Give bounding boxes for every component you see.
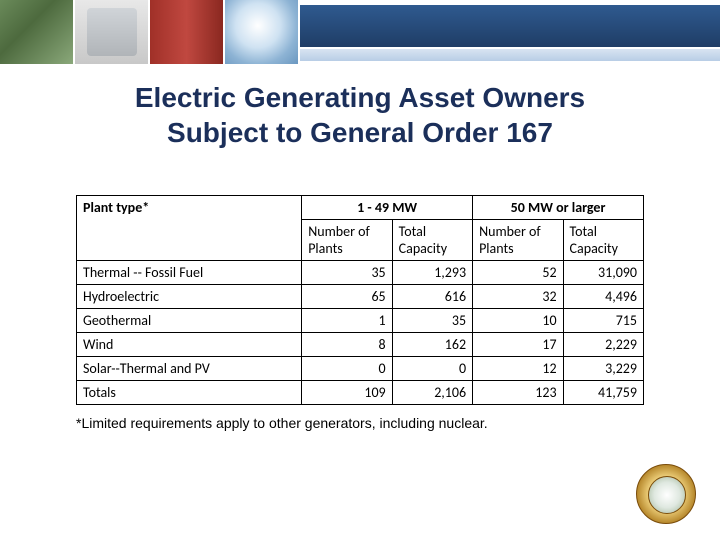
title-block: Electric Generating Asset Owners Subject…: [0, 80, 720, 150]
sub-num-plants-a: Number of Plants: [302, 220, 392, 261]
footnote-text: *Limited requirements apply to other gen…: [76, 415, 488, 431]
table-header-row-1: Plant type* 1 - 49 MW 50 MW or larger: [77, 196, 644, 220]
col-plant-type: Plant type*: [77, 196, 302, 261]
row-label: Thermal -- Fossil Fuel: [77, 261, 302, 285]
row-val: 52: [473, 261, 563, 285]
data-table: Plant type* 1 - 49 MW 50 MW or larger Nu…: [76, 195, 644, 405]
row-val: 0: [392, 357, 472, 381]
row-val: 123: [473, 381, 563, 405]
banner-photo-keypad-icon: [75, 0, 150, 64]
row-val: 1,293: [392, 261, 472, 285]
row-val: 35: [302, 261, 392, 285]
row-label: Hydroelectric: [77, 285, 302, 309]
table-row: Hydroelectric 65 616 32 4,496: [77, 285, 644, 309]
row-val: 8: [302, 333, 392, 357]
row-val: 0: [302, 357, 392, 381]
row-val: 4,496: [563, 285, 643, 309]
row-val: 10: [473, 309, 563, 333]
row-val: 162: [392, 333, 472, 357]
col-group-50plus: 50 MW or larger: [473, 196, 644, 220]
sub-num-plants-b: Number of Plants: [473, 220, 563, 261]
row-val: 17: [473, 333, 563, 357]
seal-ring: [636, 464, 696, 524]
row-val: 2,229: [563, 333, 643, 357]
table-row: Wind 8 162 17 2,229: [77, 333, 644, 357]
header-banner: [0, 0, 720, 64]
slide-title-line2: Subject to General Order 167: [0, 115, 720, 150]
state-seal-icon: [636, 464, 696, 524]
row-val: 2,106: [392, 381, 472, 405]
sub-total-cap-b: Total Capacity: [563, 220, 643, 261]
footnote-block: *Limited requirements apply to other gen…: [76, 415, 488, 431]
row-val: 616: [392, 285, 472, 309]
table-row-totals: Totals 109 2,106 123 41,759: [77, 381, 644, 405]
col-group-1-49: 1 - 49 MW: [302, 196, 473, 220]
row-val: 65: [302, 285, 392, 309]
row-label: Geothermal: [77, 309, 302, 333]
banner-photo-strip: [0, 0, 300, 64]
data-table-container: Plant type* 1 - 49 MW 50 MW or larger Nu…: [76, 195, 644, 405]
table-row: Geothermal 1 35 10 715: [77, 309, 644, 333]
row-val: 35: [392, 309, 472, 333]
row-label: Solar--Thermal and PV: [77, 357, 302, 381]
row-val: 3,229: [563, 357, 643, 381]
row-val: 31,090: [563, 261, 643, 285]
row-val: 41,759: [563, 381, 643, 405]
row-val: 12: [473, 357, 563, 381]
banner-photo-house-icon: [0, 0, 75, 64]
row-label: Totals: [77, 381, 302, 405]
table-row: Solar--Thermal and PV 0 0 12 3,229: [77, 357, 644, 381]
row-val: 715: [563, 309, 643, 333]
seal-center: [648, 476, 686, 514]
table-row: Thermal -- Fossil Fuel 35 1,293 52 31,09…: [77, 261, 644, 285]
sub-total-cap-a: Total Capacity: [392, 220, 472, 261]
row-label: Wind: [77, 333, 302, 357]
banner-photo-water-icon: [225, 0, 300, 64]
row-val: 32: [473, 285, 563, 309]
row-val: 109: [302, 381, 392, 405]
row-val: 1: [302, 309, 392, 333]
banner-photo-train-icon: [150, 0, 225, 64]
slide-title-line1: Electric Generating Asset Owners: [0, 80, 720, 115]
